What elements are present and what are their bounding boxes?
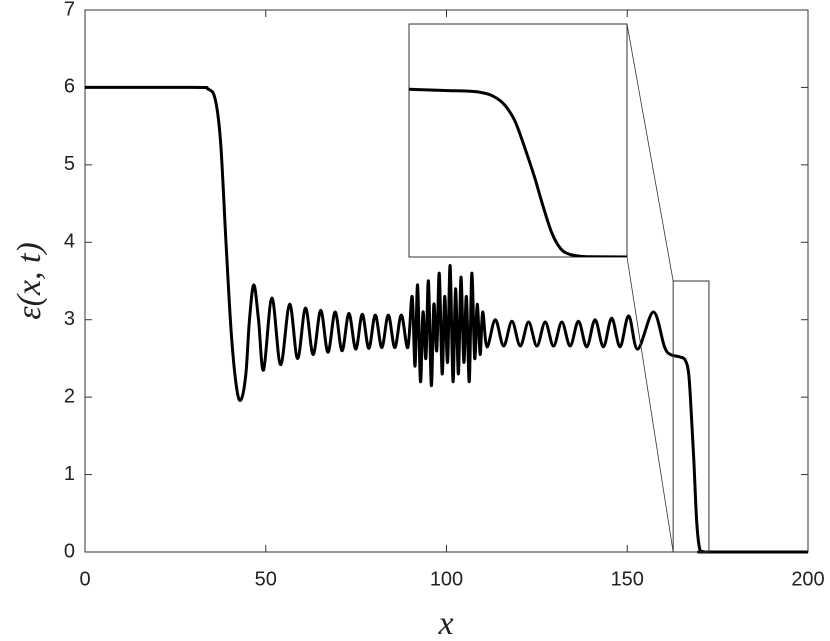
y-tick-label: 4 [64,231,75,253]
x-tick-label: 100 [430,568,463,590]
inset-frame [408,23,628,258]
y-tick-label: 6 [64,76,75,98]
y-tick-label: 5 [64,153,75,175]
zoom-connector [626,256,674,553]
x-axis-label: x [437,605,453,641]
line-series [84,85,809,554]
y-tick-label: 1 [64,463,75,485]
x-tick-label: 50 [255,568,277,590]
inset [409,87,627,257]
x-tick-label: 150 [611,568,644,590]
y-tick-label: 2 [64,385,75,407]
y-axis-label: ε(x, t) [11,242,48,320]
y-tick-label: 7 [64,0,75,20]
x-tick-label: 0 [79,568,90,590]
line-series [409,87,627,257]
zoom-box [672,280,710,553]
x-tick-label: 200 [791,568,824,590]
y-tick-label: 3 [64,308,75,330]
y-tick-label: 0 [64,540,75,562]
zoom-connector [626,23,674,282]
